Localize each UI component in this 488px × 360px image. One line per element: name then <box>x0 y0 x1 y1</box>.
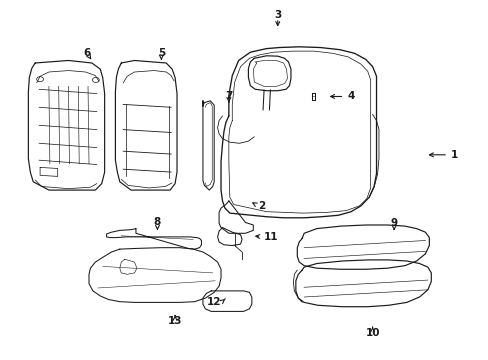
Text: 3: 3 <box>274 10 281 20</box>
Text: 4: 4 <box>346 91 354 102</box>
Text: 2: 2 <box>258 201 265 211</box>
Text: 1: 1 <box>450 150 457 160</box>
Text: 8: 8 <box>154 217 161 228</box>
Text: 10: 10 <box>365 328 379 338</box>
Text: 13: 13 <box>167 316 182 326</box>
Text: 7: 7 <box>224 91 232 102</box>
Text: 9: 9 <box>390 218 397 228</box>
Text: 12: 12 <box>206 297 221 307</box>
Text: 6: 6 <box>83 48 90 58</box>
Text: 5: 5 <box>158 48 164 58</box>
Text: 11: 11 <box>264 232 278 242</box>
